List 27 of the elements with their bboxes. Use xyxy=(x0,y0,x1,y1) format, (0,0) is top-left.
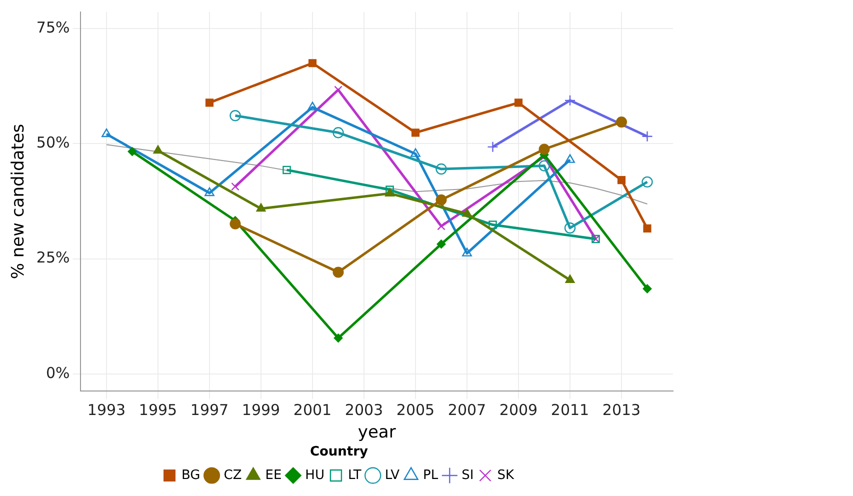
x-axis-title: year xyxy=(358,422,396,443)
legend-label: PL xyxy=(423,468,439,483)
legend-label: SK xyxy=(497,468,514,483)
legend-label: LV xyxy=(384,468,400,483)
legend-label: SI xyxy=(462,468,474,483)
legend-title: Country xyxy=(310,444,369,460)
legend-label: LT xyxy=(348,468,362,483)
legend-label: CZ xyxy=(224,468,242,483)
y-tick-label: 25% xyxy=(36,248,70,267)
y-tick-label: 50% xyxy=(36,134,70,152)
x-tick-label: 2007 xyxy=(448,400,486,419)
y-axis-title: % new candidates xyxy=(8,124,29,280)
y-tick-label: 0% xyxy=(46,364,70,382)
x-tick-label: 1999 xyxy=(242,400,280,419)
x-tick-label: 2003 xyxy=(344,400,384,419)
x-tick-label: 2013 xyxy=(602,400,641,419)
x-tick-label: 1997 xyxy=(190,400,229,419)
y-tick-label: 75% xyxy=(36,18,70,36)
x-tick-label: 1993 xyxy=(87,400,126,419)
x-tick-label: 2001 xyxy=(293,400,332,419)
legend-label: EE xyxy=(265,468,282,483)
x-tick-label: 2005 xyxy=(396,400,435,419)
x-tick-label: 2009 xyxy=(499,400,538,419)
legend-label: HU xyxy=(305,468,324,483)
x-tick-label: 1995 xyxy=(138,400,178,419)
legend-label: BG xyxy=(181,468,200,483)
x-tick-label: 2011 xyxy=(550,400,590,419)
